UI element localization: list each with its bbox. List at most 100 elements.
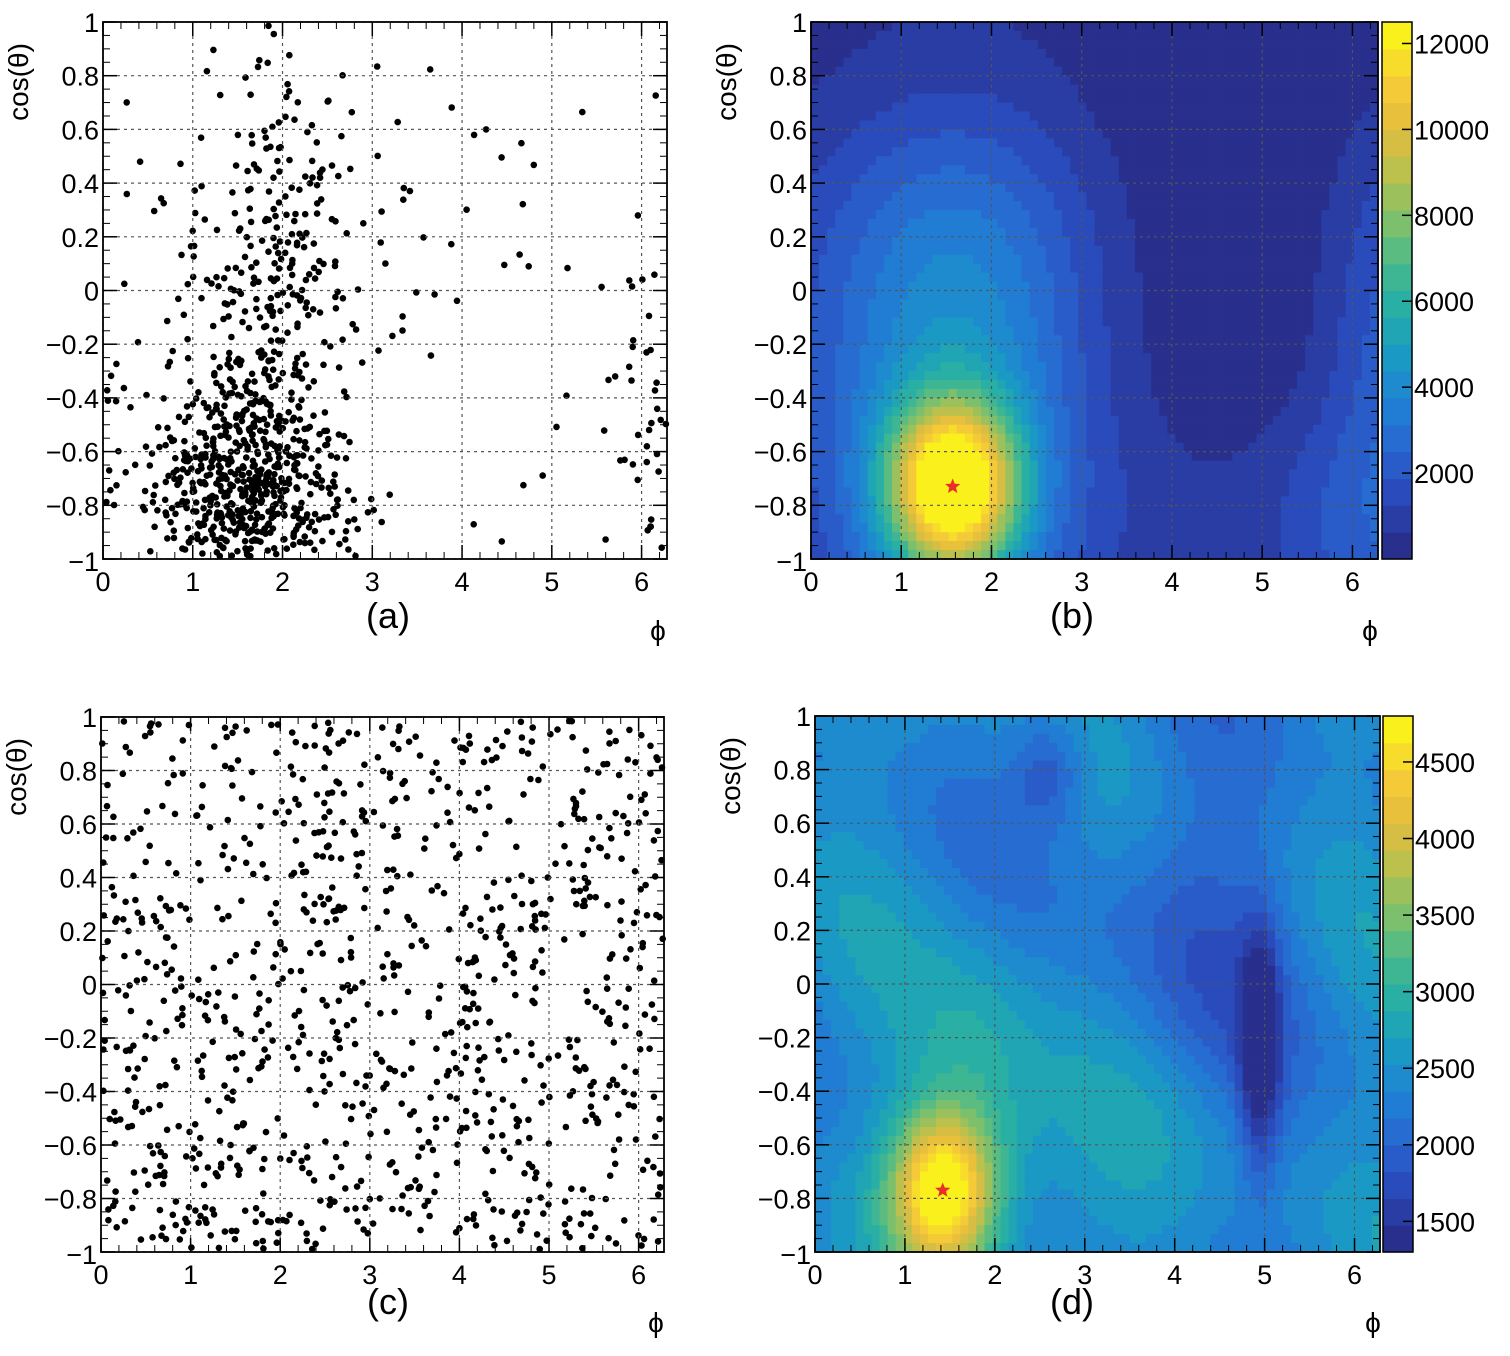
heatmap-cell	[956, 48, 966, 59]
heatmap-cell	[1280, 406, 1290, 417]
scatter-point	[293, 354, 301, 362]
heatmap-cell	[932, 487, 942, 497]
scatter-point	[319, 166, 326, 173]
heatmap-cell	[859, 254, 869, 265]
heatmap-cell	[1070, 415, 1079, 426]
heatmap-cell	[1037, 541, 1047, 551]
heatmap-cell	[997, 227, 1006, 238]
heatmap-cell	[932, 66, 942, 77]
heatmap-cell	[835, 380, 844, 390]
heatmap-cell	[1159, 353, 1168, 363]
heatmap-cell	[827, 236, 836, 247]
heatmap-cell	[1224, 317, 1233, 327]
heatmap-cell	[1126, 75, 1136, 86]
heatmap-cell	[1272, 451, 1282, 462]
heatmap-cell	[1216, 165, 1225, 175]
heatmap-cell	[819, 550, 828, 560]
heatmap-cell	[1021, 236, 1031, 247]
scatter-point	[296, 186, 303, 193]
heatmap-cell	[1005, 532, 1015, 542]
heatmap-cell	[859, 344, 869, 354]
scatter-point	[296, 472, 303, 480]
heatmap-cell	[1021, 353, 1031, 363]
heatmap-cell	[819, 48, 828, 59]
heatmap-cell	[1248, 344, 1258, 354]
heatmap-cell	[1013, 496, 1023, 506]
heatmap-cell	[1013, 245, 1023, 256]
heatmap-cell	[1110, 263, 1120, 274]
heatmap-cell	[1078, 335, 1087, 345]
heatmap-cell	[1272, 299, 1282, 309]
heatmap-cell	[1037, 308, 1047, 318]
heatmap-cell	[1126, 469, 1136, 480]
heatmap-cell	[892, 66, 901, 77]
heatmap-cell	[997, 183, 1006, 193]
heatmap-cell	[908, 353, 917, 363]
heatmap-cell	[900, 227, 909, 238]
heatmap-cell	[1021, 487, 1031, 497]
heatmap-cell	[1118, 209, 1128, 220]
heatmap-cell	[956, 272, 966, 283]
heatmap-cell	[827, 415, 836, 426]
heatmap-cell	[1021, 120, 1031, 130]
heatmap-cell	[1313, 335, 1322, 345]
heatmap-cell	[1264, 353, 1274, 363]
heatmap-cell	[1045, 550, 1055, 560]
heatmap-cell	[1037, 48, 1047, 59]
heatmap-cell	[1240, 451, 1249, 462]
heatmap-cell	[1248, 388, 1258, 399]
heatmap-cell	[997, 326, 1006, 336]
heatmap-cell	[875, 75, 885, 86]
heatmap-cell	[1191, 532, 1201, 542]
heatmap-cell	[1126, 353, 1136, 363]
heatmap-cell	[1045, 209, 1055, 220]
heatmap-cell	[1045, 66, 1055, 77]
heatmap-cell	[875, 451, 885, 462]
heatmap-cell	[1118, 344, 1128, 354]
heatmap-cell	[1280, 299, 1290, 309]
heatmap-cell	[940, 505, 950, 515]
scatter-point	[335, 431, 343, 438]
heatmap-cell	[1045, 263, 1055, 274]
heatmap-cell	[924, 22, 934, 32]
heatmap-cell	[1313, 84, 1322, 95]
heatmap-cell	[1264, 245, 1274, 256]
heatmap-cell	[1191, 487, 1201, 497]
heatmap-cell	[1086, 138, 1096, 148]
heatmap-cell	[819, 388, 828, 399]
heatmap-cell	[851, 48, 861, 59]
heatmap-cell	[867, 514, 877, 524]
scatter-point	[177, 160, 184, 168]
heatmap-cell	[892, 478, 901, 488]
heatmap-cell	[1078, 272, 1087, 283]
heatmap-cell	[1159, 129, 1168, 139]
heatmap-cell	[1013, 218, 1023, 229]
heatmap-cell	[1021, 532, 1031, 542]
scatter-point	[183, 498, 191, 506]
heatmap-cell	[1256, 201, 1266, 211]
heatmap-cell	[1151, 433, 1160, 444]
heatmap-cell	[827, 129, 836, 139]
scatter-point	[265, 188, 273, 195]
heatmap-cell	[819, 433, 828, 444]
heatmap-cell	[1094, 478, 1104, 488]
heatmap-cell	[1102, 406, 1112, 417]
heatmap-cell	[1054, 75, 1063, 86]
heatmap-cell	[1199, 433, 1209, 444]
heatmap-cell	[1013, 415, 1023, 426]
scatter-point	[277, 255, 285, 263]
scatter-point	[224, 265, 231, 272]
heatmap-cell	[1151, 209, 1160, 220]
heatmap-cell	[1216, 532, 1225, 542]
heatmap-cell	[1240, 433, 1249, 444]
heatmap-cell	[1297, 75, 1306, 86]
heatmap-cell	[875, 460, 885, 471]
heatmap-cell	[1272, 263, 1282, 274]
heatmap-cell	[1159, 335, 1168, 345]
scatter-point	[294, 320, 301, 328]
heatmap-cell	[859, 201, 869, 211]
scatter-point	[263, 421, 271, 429]
heatmap-cell	[892, 433, 901, 444]
heatmap-cell	[1054, 308, 1063, 318]
heatmap-cell	[924, 192, 934, 202]
